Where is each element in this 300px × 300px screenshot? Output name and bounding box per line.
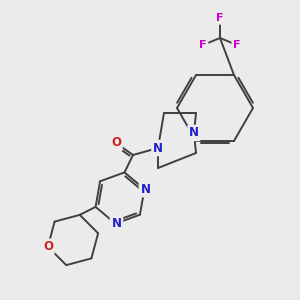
Text: N: N xyxy=(189,127,199,140)
Text: N: N xyxy=(140,183,150,196)
Text: F: F xyxy=(216,13,224,23)
Text: O: O xyxy=(43,240,53,253)
Text: N: N xyxy=(153,142,163,154)
Text: N: N xyxy=(112,217,122,230)
Text: O: O xyxy=(111,136,121,149)
Text: F: F xyxy=(199,40,207,50)
Text: F: F xyxy=(233,40,241,50)
